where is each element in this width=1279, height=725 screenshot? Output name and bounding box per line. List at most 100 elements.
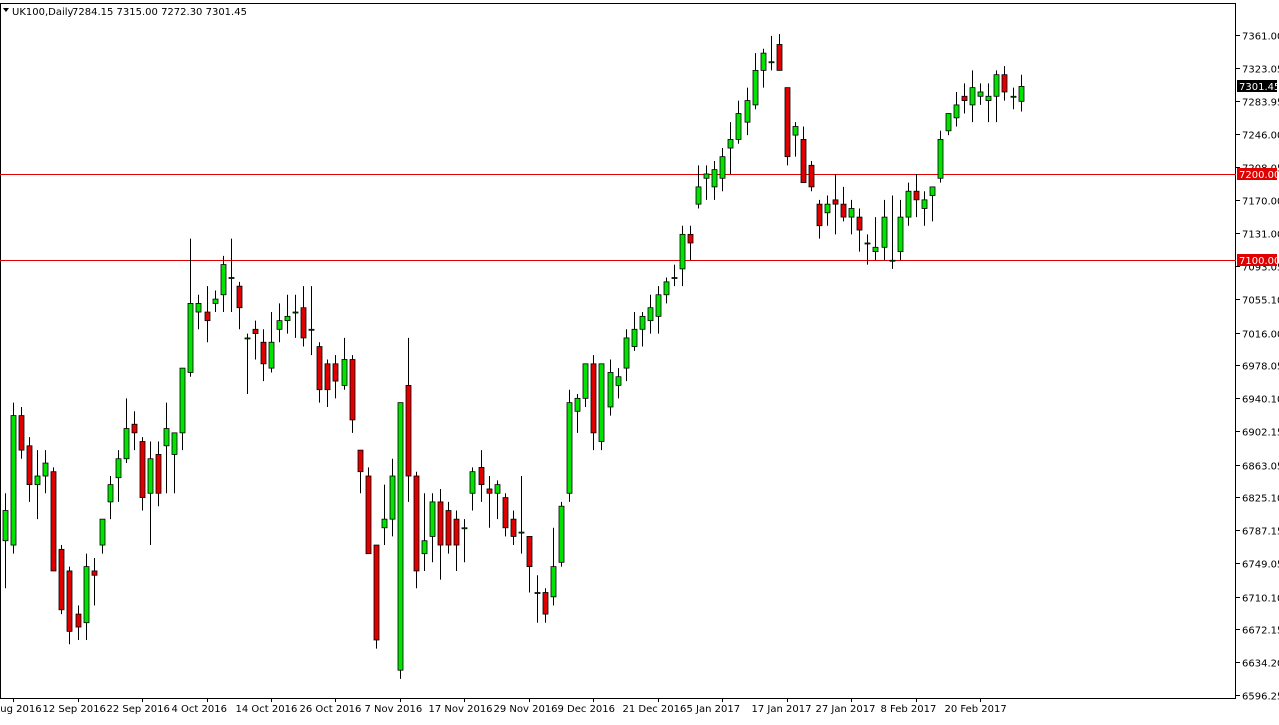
candle[interactable]	[155, 441, 162, 507]
candle[interactable]	[421, 493, 428, 571]
candle[interactable]	[50, 467, 57, 572]
candle[interactable]	[566, 389, 573, 502]
candle[interactable]	[937, 130, 944, 183]
candle[interactable]	[792, 122, 799, 157]
candle[interactable]	[784, 87, 791, 166]
candle[interactable]	[582, 363, 589, 407]
candle[interactable]	[1018, 74, 1025, 112]
candle[interactable]	[687, 225, 694, 261]
candle[interactable]	[864, 234, 871, 265]
candle[interactable]	[123, 398, 130, 464]
candle[interactable]	[897, 199, 904, 261]
candle[interactable]	[607, 359, 614, 416]
candle[interactable]	[526, 536, 533, 593]
candle[interactable]	[300, 286, 307, 347]
candle[interactable]	[598, 363, 605, 451]
candle[interactable]	[800, 126, 807, 183]
candle[interactable]	[357, 449, 364, 494]
candle[interactable]	[349, 355, 356, 433]
candle[interactable]	[663, 277, 670, 304]
candle[interactable]	[228, 238, 235, 313]
candle[interactable]	[212, 290, 219, 313]
candle[interactable]	[719, 148, 726, 192]
candle[interactable]	[639, 312, 646, 347]
candle[interactable]	[1010, 87, 1017, 110]
candle[interactable]	[977, 83, 984, 105]
candle[interactable]	[889, 195, 896, 269]
candle[interactable]	[727, 122, 734, 174]
candle[interactable]	[405, 337, 412, 502]
candle[interactable]	[244, 333, 251, 395]
candle[interactable]	[91, 557, 98, 606]
candle[interactable]	[469, 467, 476, 511]
candle[interactable]	[268, 312, 275, 373]
candle[interactable]	[365, 467, 372, 555]
candle[interactable]	[558, 501, 565, 567]
candle[interactable]	[437, 488, 444, 580]
candle[interactable]	[147, 441, 154, 546]
candle[interactable]	[969, 70, 976, 123]
candle[interactable]	[816, 199, 823, 239]
candle[interactable]	[389, 458, 396, 537]
candle[interactable]	[107, 476, 114, 520]
candle[interactable]	[139, 437, 146, 511]
candle[interactable]	[42, 450, 49, 494]
candle[interactable]	[252, 320, 259, 360]
candle[interactable]	[848, 199, 855, 235]
candle[interactable]	[542, 588, 549, 623]
candle[interactable]	[518, 476, 525, 554]
candle[interactable]	[872, 217, 879, 261]
candle[interactable]	[179, 367, 186, 451]
candle[interactable]	[768, 35, 775, 71]
candle[interactable]	[1001, 66, 1008, 101]
candle[interactable]	[615, 368, 622, 399]
candle[interactable]	[308, 286, 315, 356]
candle[interactable]	[735, 100, 742, 144]
candle[interactable]	[220, 255, 227, 313]
candle[interactable]	[647, 294, 654, 334]
candle[interactable]	[260, 329, 267, 382]
candle[interactable]	[66, 566, 73, 645]
candle[interactable]	[18, 406, 25, 459]
candle[interactable]	[808, 161, 815, 192]
candle[interactable]	[413, 471, 420, 589]
candle[interactable]	[34, 450, 41, 520]
candle[interactable]	[502, 493, 509, 537]
candle[interactable]	[316, 342, 323, 403]
candle[interactable]	[776, 34, 783, 71]
candle[interactable]	[574, 394, 581, 433]
candle[interactable]	[494, 480, 501, 520]
candle[interactable]	[623, 329, 630, 382]
candle[interactable]	[163, 402, 170, 494]
candle[interactable]	[83, 553, 90, 640]
candle[interactable]	[373, 544, 380, 649]
candle[interactable]	[953, 91, 960, 127]
candle[interactable]	[2, 493, 9, 589]
candle[interactable]	[824, 195, 831, 226]
candle[interactable]	[397, 402, 404, 679]
candle[interactable]	[187, 238, 194, 377]
candle[interactable]	[115, 450, 122, 502]
candle[interactable]	[711, 161, 718, 200]
candles[interactable]	[2, 34, 1025, 679]
candle[interactable]	[856, 208, 863, 252]
candle[interactable]	[534, 575, 541, 623]
candle[interactable]	[703, 165, 710, 200]
candle[interactable]	[671, 264, 678, 287]
candle[interactable]	[550, 527, 557, 606]
candle[interactable]	[590, 355, 597, 451]
candle[interactable]	[840, 186, 847, 222]
candle[interactable]	[10, 402, 17, 554]
candle[interactable]	[26, 437, 33, 502]
candle[interactable]	[99, 518, 106, 554]
candle[interactable]	[131, 411, 138, 451]
candle[interactable]	[195, 294, 202, 330]
candle[interactable]	[881, 199, 888, 261]
candle[interactable]	[341, 337, 348, 390]
candle[interactable]	[993, 70, 1000, 123]
candle[interactable]	[75, 605, 82, 640]
candle[interactable]	[760, 48, 767, 88]
